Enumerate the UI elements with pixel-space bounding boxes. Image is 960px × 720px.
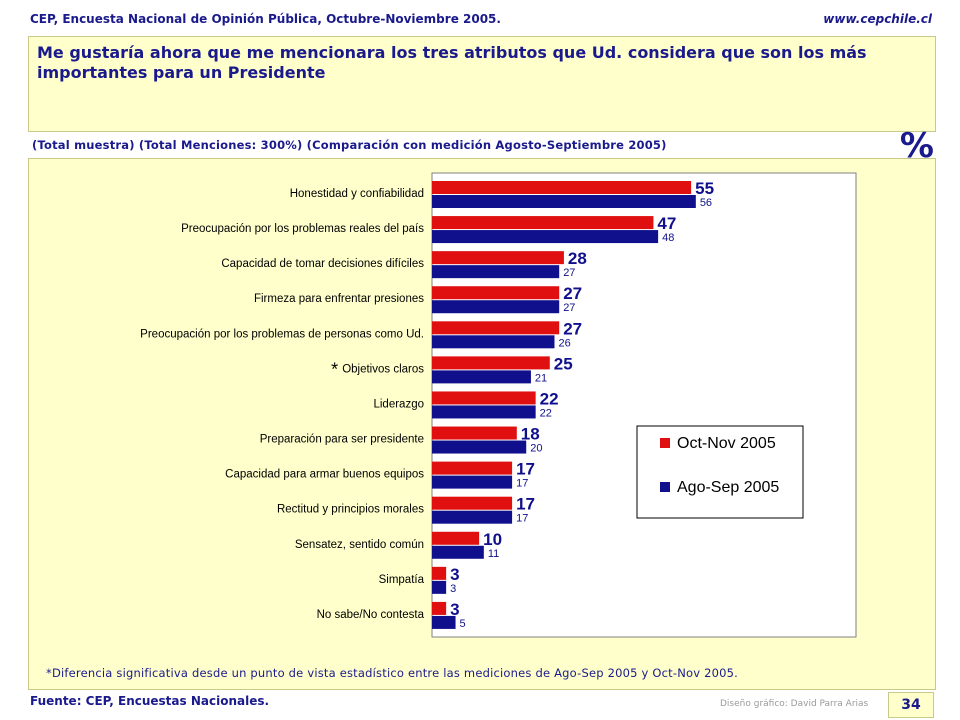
data-label-oct-nov-2005: 27 [563,284,582,303]
data-label-oct-nov-2005: 25 [554,354,573,373]
bar-oct-nov-2005 [432,251,564,265]
category-label: Preocupación por los problemas de person… [140,328,424,340]
header-website[interactable]: www.cepchile.cl [823,12,932,26]
significance-marker: * [331,359,338,379]
question-title: Me gustaría ahora que me mencionara los … [37,43,867,82]
category-label: Capacidad de tomar decisiones difíciles [221,258,424,270]
bar-ago-sep-2005 [432,195,696,208]
data-label-oct-nov-2005: 28 [568,249,587,268]
bar-ago-sep-2005 [432,335,555,349]
bar-oct-nov-2005 [432,321,560,335]
bar-ago-sep-2005 [432,405,536,419]
category-label: Capacidad para armar buenos equipos [225,469,424,481]
bar-oct-nov-2005 [432,356,550,370]
bar-ago-sep-2005 [432,230,659,244]
question-panel: Me gustaría ahora que me mencionara los … [28,36,936,132]
legend-label: Oct-Nov 2005 [677,435,776,452]
category-label: Sensatez, sentido común [295,539,424,551]
header-source-title: CEP, Encuesta Nacional de Opinión Públic… [30,12,501,26]
plot-area [431,172,857,638]
data-label-ago-sep-2005: 17 [516,513,528,525]
category-label: Honestidad y confiabilidad [290,188,424,200]
data-label-oct-nov-2005: 10 [483,530,502,549]
bar-ago-sep-2005 [432,370,531,384]
data-label-oct-nov-2005: 17 [516,460,535,479]
category-label: No sabe/No contesta [317,609,425,621]
chart-subtitle: (Total muestra) (Total Menciones: 300%) … [32,138,667,152]
data-label-oct-nov-2005: 3 [450,600,459,619]
bar-oct-nov-2005 [432,216,654,230]
bar-ago-sep-2005 [432,615,456,629]
data-label-ago-sep-2005: 22 [540,407,552,419]
legend-swatch [660,438,670,448]
legend-label: Ago-Sep 2005 [677,479,779,496]
data-label-oct-nov-2005: 22 [540,389,559,408]
data-label-ago-sep-2005: 48 [662,232,674,244]
footer-source: Fuente: CEP, Encuestas Nacionales. [30,694,270,708]
category-label: Objetivos claros [342,363,424,375]
bar-oct-nov-2005 [432,426,517,440]
data-label-ago-sep-2005: 17 [516,478,528,490]
category-label: Rectitud y principios morales [277,504,424,516]
data-label-ago-sep-2005: 5 [460,618,466,630]
chart-panel: 55 56 Honestidad y confiabilidad 47 48 Preocu… [28,158,936,690]
data-label-oct-nov-2005: 27 [563,319,582,338]
bar-ago-sep-2005 [432,300,560,314]
bar-oct-nov-2005 [432,601,447,615]
legend-swatch [660,482,670,492]
page-number: 34 [888,692,934,718]
bar-ago-sep-2005 [432,545,484,559]
data-label-ago-sep-2005: 21 [535,372,547,384]
data-label-oct-nov-2005: 3 [450,565,459,584]
data-label-ago-sep-2005: 26 [558,337,570,349]
data-label-oct-nov-2005: 18 [521,425,540,444]
data-label-ago-sep-2005: 27 [563,267,575,279]
bar-oct-nov-2005 [432,461,513,475]
bar-ago-sep-2005 [432,265,560,279]
bar-oct-nov-2005 [432,566,447,580]
category-label: Firmeza para enfrentar presiones [254,293,424,305]
category-label: Liderazgo [373,398,424,410]
bar-oct-nov-2005 [432,286,560,300]
bar-oct-nov-2005 [432,181,692,194]
data-label-ago-sep-2005: 20 [530,443,542,455]
bar-ago-sep-2005 [432,475,513,489]
footnote: *Diferencia significativa desde un punto… [46,666,739,680]
data-label-oct-nov-2005: 17 [516,495,535,514]
data-label-ago-sep-2005: 56 [700,197,712,209]
bar-ago-sep-2005 [432,510,513,524]
data-label-oct-nov-2005: 47 [657,214,676,233]
bar-ago-sep-2005 [432,580,447,594]
bar-oct-nov-2005 [432,531,480,545]
bar-oct-nov-2005 [432,496,513,510]
category-label: Preparación para ser presidente [260,434,424,446]
data-label-ago-sep-2005: 27 [563,302,575,314]
footer-credit: Diseño gráfico: David Parra Arias [720,699,869,709]
category-label: Preocupación por los problemas reales de… [181,223,424,235]
data-label-oct-nov-2005: 55 [695,179,714,198]
bar-ago-sep-2005 [432,440,527,454]
bar-oct-nov-2005 [432,391,536,405]
data-label-ago-sep-2005: 3 [450,583,456,595]
category-label: Simpatía [379,574,425,586]
data-label-ago-sep-2005: 11 [488,548,499,560]
